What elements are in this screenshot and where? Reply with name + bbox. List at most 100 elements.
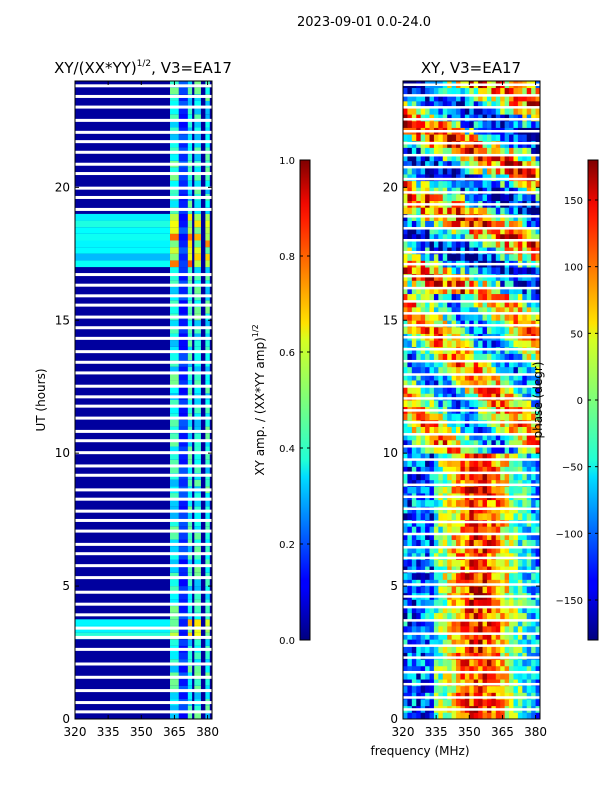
phase-cell [433, 692, 439, 700]
amplitude-cell [187, 187, 193, 194]
amplitude-cell [194, 453, 201, 460]
phase-cell [411, 539, 417, 547]
phase-cell [478, 293, 483, 301]
phase-cell [407, 253, 413, 261]
amplitude-cell [205, 120, 210, 128]
phase-cell [442, 100, 448, 108]
amplitude-cell [187, 200, 193, 208]
amplitude-data-gap [75, 360, 212, 364]
phase-cell [425, 712, 430, 719]
phase-cell [451, 539, 457, 547]
phase-cell [535, 247, 540, 255]
phase-cell [433, 486, 439, 494]
phase-cell [429, 566, 435, 574]
amplitude-data-gap [75, 429, 212, 433]
amplitude-cell [170, 107, 179, 115]
phase-data-gap [403, 250, 540, 254]
phase-cell [469, 300, 475, 308]
phase-cell [526, 193, 532, 202]
phase-cell [403, 625, 408, 634]
phase-cell [509, 393, 514, 401]
phase-cell [456, 320, 461, 328]
phase-cell [447, 499, 453, 507]
phase-cell [469, 453, 475, 461]
phase-cell [495, 227, 501, 235]
phase-cell [456, 559, 461, 567]
phase-cell [451, 599, 457, 607]
phase-cell [433, 114, 439, 122]
phase-cell [473, 679, 479, 687]
amplitude-cell [178, 247, 188, 254]
phase-cell [517, 453, 523, 461]
phase-cell [535, 160, 540, 168]
phase-cell [500, 606, 506, 614]
phase-data-gap [403, 203, 540, 206]
amplitude-data-gap [75, 294, 212, 298]
phase-cell [469, 340, 475, 348]
phase-cell [451, 685, 457, 693]
phase-cell [451, 712, 457, 719]
phase-cell [504, 692, 510, 700]
phase-cell [416, 712, 422, 719]
amplitude-cell [178, 306, 188, 314]
phase-cell [473, 426, 479, 434]
phase-cell [456, 665, 461, 673]
phase-cell [482, 313, 488, 321]
phase-cell [500, 353, 506, 361]
phase-cell [429, 220, 435, 228]
phase-cell [509, 174, 514, 182]
phase-cell [504, 180, 510, 188]
phase-cell [495, 712, 501, 719]
phase-cell [416, 539, 422, 547]
phase-cell [420, 373, 426, 381]
phase-cell [482, 473, 488, 481]
phase-cell [460, 612, 466, 620]
phase-cell [438, 233, 444, 241]
phase-cell [491, 473, 497, 481]
phase-cell [491, 160, 497, 168]
phase-cell [407, 313, 413, 321]
phase-cell [486, 147, 492, 155]
phase-cell [464, 154, 470, 162]
phase-cell [500, 625, 506, 634]
phase-cell [456, 87, 461, 95]
phase-cell [500, 446, 506, 454]
phase-cell [464, 193, 470, 202]
phase-cell [535, 313, 540, 321]
phase-cell [464, 566, 470, 574]
amplitude-cell [178, 187, 188, 194]
amplitude-data-gap [75, 542, 212, 546]
phase-cell [407, 606, 413, 614]
phase-cell [522, 160, 528, 168]
phase-cell [473, 154, 479, 162]
phase-cell [478, 174, 483, 182]
phase-cell [491, 426, 497, 434]
phase-cell [438, 532, 444, 540]
phase-cell [500, 659, 506, 667]
amplitude-data-gap [75, 689, 212, 693]
phase-cell [509, 134, 514, 142]
phase-cell [416, 645, 422, 653]
phase-cell [526, 147, 532, 155]
phase-cell [504, 539, 510, 547]
colorbar-tick-label: −50 [562, 463, 583, 474]
phase-cell [535, 466, 540, 474]
phase-cell [491, 645, 497, 653]
phase-cell [420, 147, 426, 155]
phase-cell [442, 466, 448, 474]
phase-cell [486, 114, 492, 122]
phase-cell [407, 459, 413, 467]
phase-cell [429, 253, 435, 261]
phase-cell [473, 473, 479, 481]
phase-cell [425, 227, 430, 235]
phase-cell [407, 546, 413, 554]
phase-cell [504, 147, 510, 155]
phase-cell [451, 240, 457, 248]
phase-cell [451, 120, 457, 128]
phase-cell [509, 147, 514, 155]
phase-cell [482, 154, 488, 162]
phase-cell [469, 685, 475, 693]
phase-cell [433, 267, 439, 275]
phase-cell [460, 400, 466, 408]
